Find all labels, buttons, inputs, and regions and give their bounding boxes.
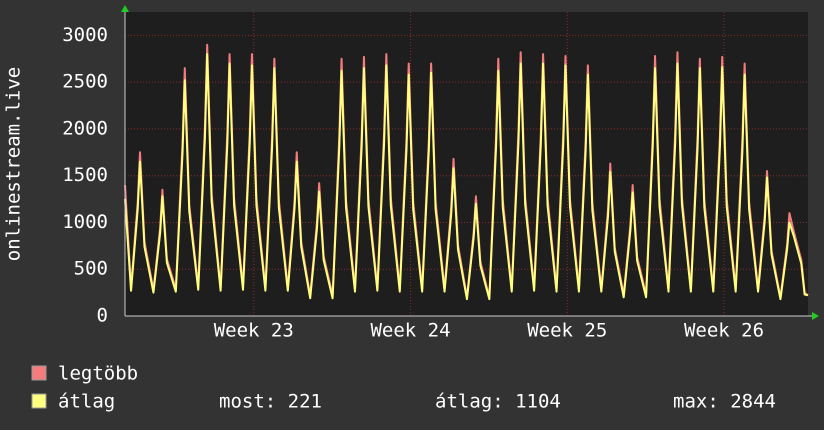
lines bbox=[124, 43, 809, 301]
x-arrow bbox=[812, 312, 819, 320]
x-tick-label: Week 24 bbox=[370, 320, 450, 342]
legend-swatch bbox=[31, 393, 47, 409]
y-tick-label: 1500 bbox=[62, 164, 108, 186]
x-tick-label: Week 26 bbox=[684, 320, 764, 342]
plot-area bbox=[125, 12, 808, 316]
legend-stat: most: 221 bbox=[219, 391, 322, 413]
legend-swatch bbox=[31, 365, 47, 381]
y-tick-label: 1000 bbox=[62, 211, 108, 233]
y-arrow bbox=[121, 5, 129, 12]
legend-stat: max: 2844 bbox=[673, 391, 776, 413]
y-tick-label: 0 bbox=[97, 305, 108, 327]
legend: legtöbb átlag most: 221 átlag: 1104 max: 284… bbox=[31, 363, 776, 413]
x-tick-label: Week 25 bbox=[527, 320, 607, 342]
legend-label: legtöbb bbox=[58, 363, 138, 385]
legend-label: átlag bbox=[58, 391, 115, 413]
y-tick-label: 3000 bbox=[62, 24, 108, 46]
x-tick-label: Week 23 bbox=[214, 320, 294, 342]
legend-stat: átlag: 1104 bbox=[435, 391, 561, 413]
y-tick-label: 500 bbox=[74, 258, 108, 280]
y-axis-label: onlinestream.live bbox=[3, 67, 25, 261]
series-line bbox=[124, 53, 809, 301]
y-tick-label: 2500 bbox=[62, 71, 108, 93]
y-tick-label: 2000 bbox=[62, 117, 108, 139]
